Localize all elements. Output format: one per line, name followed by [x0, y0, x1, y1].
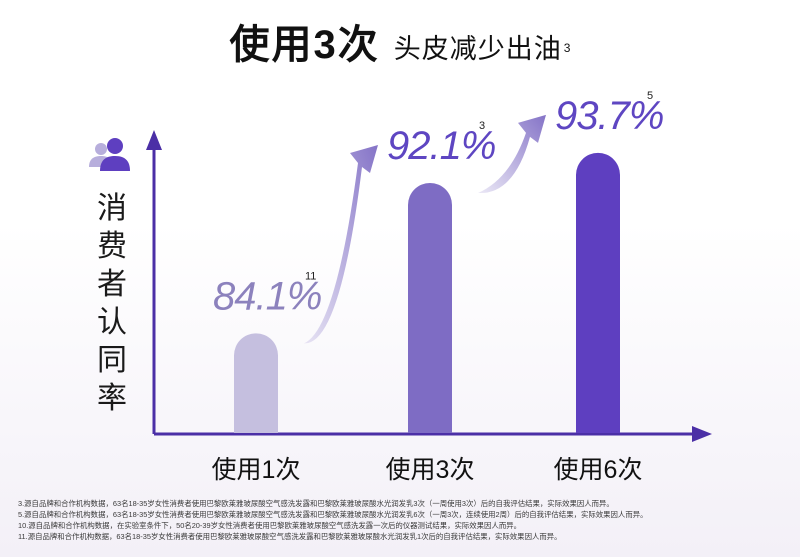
y-axis-label-char: 费	[97, 230, 127, 263]
y-axis-label-char: 消	[97, 192, 127, 225]
data-label: 93.7%	[555, 94, 663, 138]
y-axis-label: 消费者认同率	[92, 190, 132, 418]
category-label: 使用3次	[386, 456, 475, 484]
chart-title: 使用3次 头皮减少出油 3	[0, 12, 800, 70]
category-label: 使用1次	[212, 456, 301, 484]
bar	[234, 333, 278, 433]
data-label: 84.1%	[213, 274, 321, 318]
x-axis-arrow	[692, 426, 712, 442]
title-footnote-ref: 3	[563, 40, 571, 55]
footnotes: 3.源自品牌和合作机构数据，63名18-35岁女性消费者使用巴黎欧莱雅玻尿酸空气…	[18, 498, 788, 542]
trend-arrow	[304, 144, 378, 344]
data-label-footnote-ref: 3	[479, 120, 485, 132]
users-icon	[89, 138, 130, 171]
y-axis-label-char: 者	[97, 268, 127, 301]
footnote-line: 3.源自品牌和合作机构数据，63名18-35岁女性消费者使用巴黎欧莱雅玻尿酸空气…	[18, 499, 614, 508]
data-label-footnote-ref: 5	[647, 90, 653, 102]
bar	[576, 152, 620, 433]
category-label: 使用6次	[554, 456, 643, 484]
footnote-line: 10.源自品牌和合作机构数据，在实验室条件下，50名20-39岁女性消费者使用巴…	[18, 521, 522, 530]
title-main: 使用3次	[229, 23, 380, 67]
footnote-line: 11.源自品牌和合作机构数据，63名18-35岁女性消费者使用巴黎欧莱雅玻尿酸空…	[18, 532, 562, 541]
data-label: 92.1%	[387, 124, 495, 168]
y-axis-arrow	[146, 130, 162, 150]
y-axis-label-char: 率	[97, 382, 127, 415]
trend-arrow	[478, 114, 546, 194]
y-axis-label-char: 认	[97, 306, 127, 339]
bar	[408, 182, 452, 433]
footnote-line: 5.源自品牌和合作机构数据，63名18-35岁女性消费者使用巴黎欧莱雅玻尿酸空气…	[18, 510, 648, 519]
title-sub: 头皮减少出油	[393, 34, 562, 64]
data-label-footnote-ref: 11	[305, 270, 316, 282]
y-axis-label-char: 同	[97, 344, 127, 377]
